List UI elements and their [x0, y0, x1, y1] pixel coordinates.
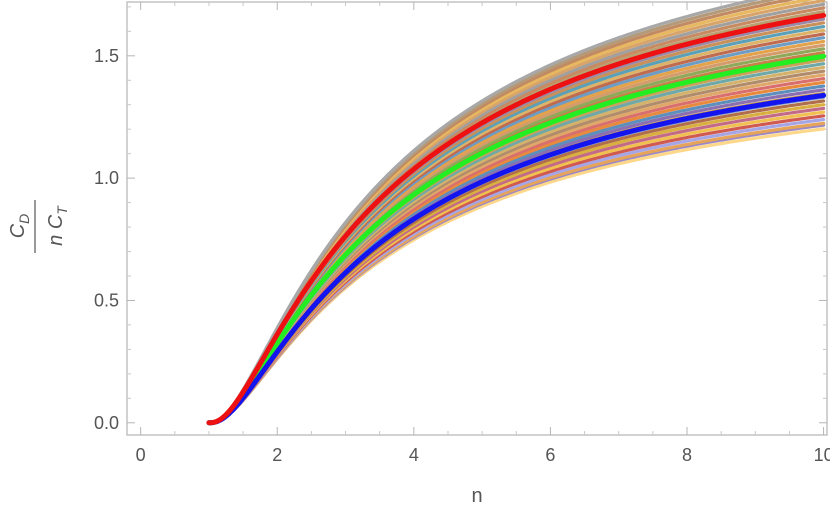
- y-tick-label: 0.5: [94, 290, 119, 310]
- x-tick-label: 0: [136, 445, 146, 465]
- svg-text:n CT: n CT: [45, 205, 70, 246]
- curve: [207, 0, 826, 425]
- svg-text:CD: CD: [7, 214, 32, 239]
- x-tick-label: 6: [545, 445, 555, 465]
- ylabel-denominator: n C: [45, 214, 67, 246]
- x-tick-label: 4: [409, 445, 419, 465]
- curve-blue: [206, 92, 827, 426]
- x-tick-label: 10: [814, 445, 830, 465]
- curves: [206, 0, 827, 426]
- y-axis-title: CD n CT: [7, 200, 70, 253]
- x-tick-label: 8: [682, 445, 692, 465]
- ylabel-denominator-sub: T: [54, 205, 70, 215]
- tick-labels: 0 2 4 6 8 10 0.0 0.5 1.0 1.5: [94, 46, 830, 465]
- ylabel-numerator-sub: D: [16, 214, 32, 224]
- y-tick-label: 1.5: [94, 46, 119, 66]
- ylabel-numerator: C: [7, 223, 29, 238]
- y-tick-label: 1.0: [94, 168, 119, 188]
- x-axis-title: n: [471, 485, 482, 507]
- plot-frame: [126, 1, 828, 436]
- x-tick-label: 2: [272, 445, 282, 465]
- curve-red: [206, 12, 827, 426]
- y-tick-label: 0.0: [94, 413, 119, 433]
